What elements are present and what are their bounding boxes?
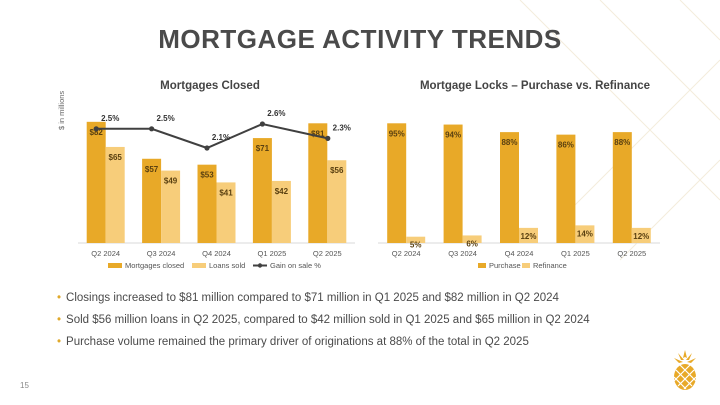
legend-swatch-refinance xyxy=(522,263,530,268)
bar-mortgages-closed xyxy=(142,158,162,243)
data-label-refinance: 5% xyxy=(410,241,422,250)
bullet-text: Purchase volume remained the primary dri… xyxy=(66,336,529,348)
bullet-dot-icon: • xyxy=(57,314,62,326)
data-label-loans-sold: $65 xyxy=(109,153,123,162)
bar-loans-sold xyxy=(271,180,291,243)
data-label-loans-sold: $41 xyxy=(219,188,233,197)
data-label-gain-on-sale: 2.5% xyxy=(101,114,119,123)
right-chart-title: Mortgage Locks – Purchase vs. Refinance xyxy=(419,80,651,92)
bar-loans-sold xyxy=(105,146,125,243)
bullet-item: • Sold $56 million loans in Q2 2025, comp… xyxy=(57,311,657,333)
bar-purchase xyxy=(387,123,407,243)
data-label-gain-on-sale: 2.3% xyxy=(333,123,351,132)
bar-purchase xyxy=(500,132,519,243)
left-chart-title: Mortgages Closed xyxy=(160,80,260,92)
x-tick-label: Q2 2025 xyxy=(313,249,342,258)
legend-swatch-purchase xyxy=(478,263,486,268)
data-label-refinance: 14% xyxy=(577,229,593,238)
mortgage-locks-chart: 95% 5%Q2 2024 94% 6%Q3 2024 88% 12% Q4 2024 86%… xyxy=(378,123,660,270)
x-tick-label: Q2 2024 xyxy=(91,249,120,258)
line-point-gain-on-sale xyxy=(93,126,99,132)
bar-purchase xyxy=(556,134,576,243)
bullet-text: Sold $56 million loans in Q2 2025, compa… xyxy=(66,314,590,326)
data-label-mortgages-closed: $82 xyxy=(90,128,104,137)
bar-purchase xyxy=(443,124,463,243)
bar-refinance xyxy=(575,225,595,243)
bar-loans-sold xyxy=(216,182,236,243)
data-label-refinance: 12% xyxy=(520,232,536,241)
bar-mortgages-closed xyxy=(308,123,328,243)
page-title: MORTGAGE ACTIVITY TRENDS xyxy=(158,24,562,54)
line-point-gain-on-sale xyxy=(325,135,331,141)
data-label-loans-sold: $42 xyxy=(275,187,289,196)
bullet-item: • Closings increased to $81 million compa… xyxy=(57,289,657,311)
bar-refinance xyxy=(406,236,426,243)
data-label-refinance: 12% xyxy=(633,232,649,241)
line-point-gain-on-sale xyxy=(149,126,155,132)
bullet-item: • Purchase volume remained the primary dr… xyxy=(57,333,657,355)
legend-swatch-loans-sold xyxy=(192,263,206,268)
bullet-text: Closings increased to $81 million compar… xyxy=(66,292,559,304)
bar-refinance xyxy=(462,235,482,243)
data-label-purchase: 88% xyxy=(614,138,630,147)
line-point-gain-on-sale xyxy=(204,145,210,151)
bar-mortgages-closed xyxy=(197,164,217,243)
bar-mortgages-closed xyxy=(86,121,106,243)
bar-refinance xyxy=(631,227,651,243)
x-tick-label: Q2 2024 xyxy=(392,249,421,258)
x-tick-label: Q2 2025 xyxy=(617,249,646,258)
data-label-gain-on-sale: 2.5% xyxy=(156,114,174,123)
bullet-dot-icon: • xyxy=(57,292,62,304)
line-point-gain-on-sale xyxy=(259,121,265,127)
x-tick-label: Q4 2024 xyxy=(505,249,534,258)
data-label-mortgages-closed: $71 xyxy=(256,144,270,153)
bar-purchase xyxy=(612,132,632,243)
data-label-loans-sold: $49 xyxy=(164,177,178,186)
legend-label: Gain on sale % xyxy=(270,261,321,270)
bar-refinance xyxy=(519,227,538,243)
data-label-mortgages-closed: $81 xyxy=(311,129,325,138)
bullet-list: • Closings increased to $81 million compa… xyxy=(57,289,657,355)
data-label-refinance: 6% xyxy=(466,239,478,248)
pineapple-logo-icon xyxy=(673,350,697,390)
x-tick-label: Q1 2025 xyxy=(561,249,590,258)
page-number: 15 xyxy=(20,381,29,390)
mortgages-closed-chart: $82 $65 Q2 2024 $57 $49 Q3 2024 $53 $41 Q4 2024 $… xyxy=(78,109,355,270)
legend-label: Loans sold xyxy=(209,261,245,270)
x-tick-label: Q4 2024 xyxy=(202,249,231,258)
data-label-purchase: 86% xyxy=(558,141,574,150)
data-label-gain-on-sale: 2.6% xyxy=(267,109,285,118)
x-tick-label: Q3 2024 xyxy=(448,249,477,258)
data-label-purchase: 88% xyxy=(501,138,517,147)
data-label-mortgages-closed: $57 xyxy=(145,165,159,174)
legend-swatch-mortgages-closed xyxy=(108,263,122,268)
data-label-loans-sold: $56 xyxy=(330,166,344,175)
data-label-purchase: 94% xyxy=(445,131,461,140)
x-tick-label: Q3 2024 xyxy=(147,249,176,258)
data-label-mortgages-closed: $53 xyxy=(200,171,214,180)
bar-loans-sold xyxy=(327,160,347,243)
data-label-gain-on-sale: 2.1% xyxy=(212,133,230,142)
bar-loans-sold xyxy=(161,170,181,243)
x-tick-label: Q1 2025 xyxy=(258,249,287,258)
legend-label: Purchase xyxy=(489,261,521,270)
bullet-dot-icon: • xyxy=(57,336,62,348)
data-label-purchase: 95% xyxy=(389,129,405,138)
bar-mortgages-closed xyxy=(252,138,272,243)
legend-label: Mortgages closed xyxy=(125,261,184,270)
legend-label: Refinance xyxy=(533,261,567,270)
legend-marker-gain-on-sale xyxy=(257,263,263,268)
